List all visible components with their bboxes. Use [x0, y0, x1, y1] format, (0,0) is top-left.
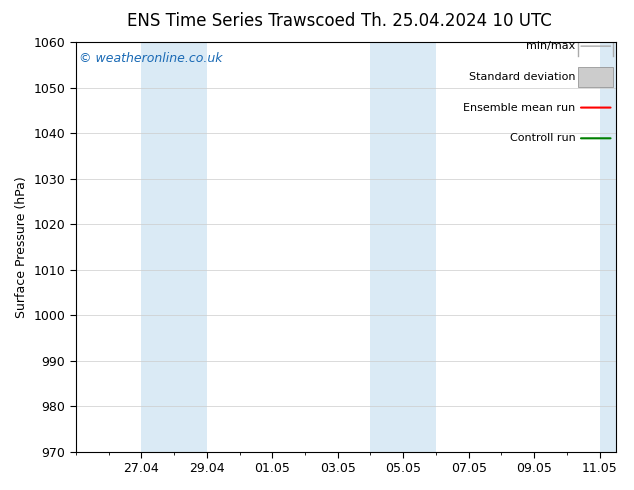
Text: Controll run: Controll run	[510, 133, 576, 143]
Text: Th. 25.04.2024 10 UTC: Th. 25.04.2024 10 UTC	[361, 12, 552, 30]
Y-axis label: Surface Pressure (hPa): Surface Pressure (hPa)	[15, 176, 28, 318]
Bar	[578, 67, 613, 87]
Text: ENS Time Series Trawscoed: ENS Time Series Trawscoed	[127, 12, 355, 30]
Bar	[370, 42, 436, 452]
Text: © weatheronline.co.uk: © weatheronline.co.uk	[79, 52, 222, 65]
Bar	[600, 42, 632, 452]
Text: min/max: min/max	[526, 41, 576, 51]
Text: Standard deviation: Standard deviation	[469, 72, 576, 82]
Text: Ensemble mean run: Ensemble mean run	[463, 102, 576, 113]
Bar	[141, 42, 207, 452]
